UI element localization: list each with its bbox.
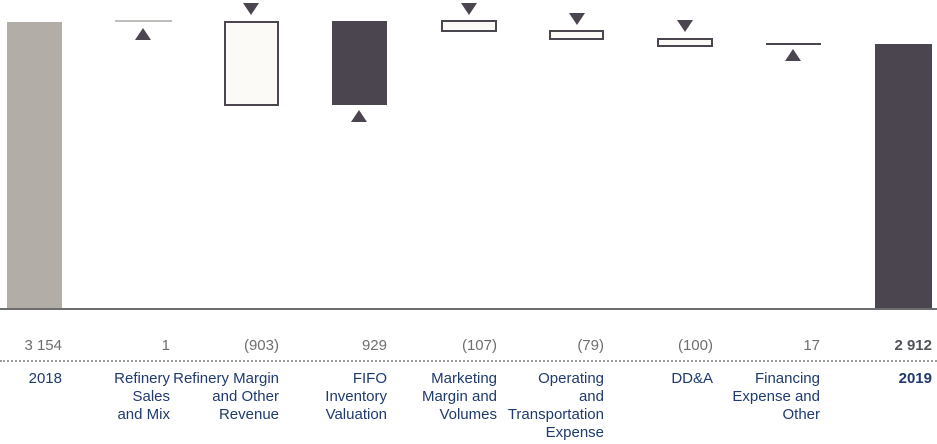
category-label-dda: DD&A bbox=[671, 370, 713, 387]
value-label-refinery-margin-and-other-revenue: (903) bbox=[243, 337, 279, 354]
category-label-refinery-margin-and-other-revenue: Refinery Margin and Other Revenue bbox=[173, 370, 279, 423]
increase-arrow-icon bbox=[785, 49, 801, 61]
value-label-refinery-sales-and-mix: 1 bbox=[161, 337, 170, 354]
bar-marketing-margin-and-volumes bbox=[441, 20, 497, 32]
category-label-financing-expense-and-other: Financing Expense and Other bbox=[732, 370, 820, 423]
increase-arrow-icon bbox=[135, 28, 151, 40]
category-label-refinery-sales-and-mix: Refinery Sales and Mix bbox=[114, 370, 170, 423]
bar-refinery-sales-and-mix bbox=[115, 20, 172, 22]
bar-2019-total bbox=[875, 44, 932, 308]
value-label-financing-expense-and-other: 17 bbox=[803, 337, 820, 354]
dotted-separator bbox=[0, 360, 937, 362]
category-label-operating-and-transportation-expense: Operating and Transportation Expense bbox=[507, 370, 604, 441]
category-label-marketing-margin-and-volumes: Marketing Margin and Volumes bbox=[421, 370, 497, 423]
bar-operating-and-transportation-expense bbox=[549, 30, 604, 40]
value-label-dda: (100) bbox=[677, 337, 713, 354]
category-label-fifo-inventory-valuation: FIFO Inventory Valuation bbox=[325, 370, 387, 423]
decrease-arrow-icon bbox=[243, 3, 259, 15]
value-label-2018: 3 154 bbox=[24, 337, 62, 354]
bar-fifo-inventory-valuation bbox=[332, 21, 387, 105]
bar-financing-expense-and-other bbox=[766, 43, 821, 45]
value-label-fifo-inventory-valuation: 929 bbox=[361, 337, 387, 354]
value-label-2019: 2 912 bbox=[894, 337, 932, 354]
decrease-arrow-icon bbox=[461, 3, 477, 15]
bar-refinery-margin-and-other-revenue bbox=[224, 21, 279, 106]
decrease-arrow-icon bbox=[677, 20, 693, 32]
category-label-2019: 2019 bbox=[898, 370, 932, 387]
value-label-marketing-margin-and-volumes: (107) bbox=[461, 337, 497, 354]
bar-2018-total bbox=[7, 22, 62, 308]
increase-arrow-icon bbox=[351, 110, 367, 122]
value-label-operating-and-transportation-expense: (79) bbox=[577, 337, 604, 354]
zero-baseline bbox=[0, 308, 937, 310]
category-label-2018: 2018 bbox=[28, 370, 62, 387]
decrease-arrow-icon bbox=[569, 13, 585, 25]
bar-dda bbox=[657, 38, 713, 47]
